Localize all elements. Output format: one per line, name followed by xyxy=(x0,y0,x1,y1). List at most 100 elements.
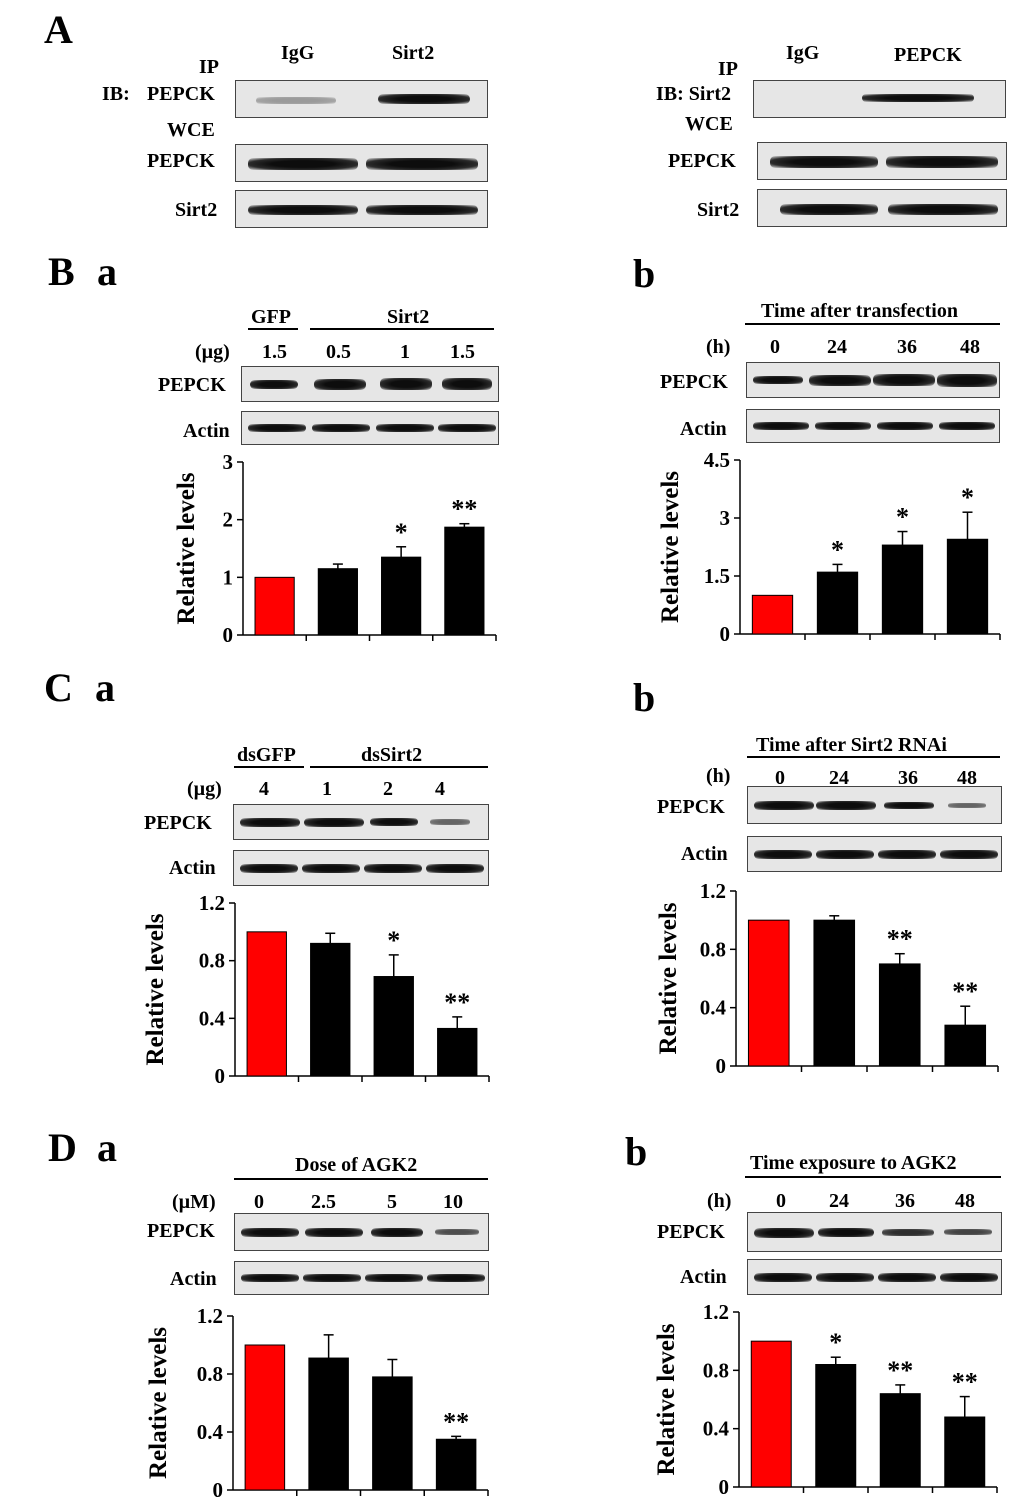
da-actin-blot xyxy=(234,1261,489,1295)
bar xyxy=(308,1357,349,1491)
y-tick-label: 2 xyxy=(223,508,234,532)
db-header: Time exposure to AGK2 xyxy=(750,1152,957,1174)
blot-band xyxy=(754,801,814,810)
panel-D-letter: D xyxy=(48,1125,77,1170)
y-tick-label: 0.8 xyxy=(199,949,225,973)
significance-label: ** xyxy=(887,1356,913,1385)
bb-header: Time after transfection xyxy=(761,300,958,322)
y-tick-label: 0.8 xyxy=(197,1362,223,1386)
y-tick-label: 1.2 xyxy=(703,1300,729,1324)
significance-label: * xyxy=(829,1328,842,1357)
db-lane: 48 xyxy=(955,1190,975,1212)
cb-pepck-blot xyxy=(747,786,1002,824)
a-right-ip-blot xyxy=(753,80,1006,118)
da-header-line xyxy=(234,1178,488,1180)
blot-band xyxy=(754,1228,814,1238)
significance-label: ** xyxy=(952,977,978,1006)
panel-Ca-sub: a xyxy=(95,665,115,710)
bar xyxy=(373,976,414,1077)
bb-row-pepck: PEPCK xyxy=(660,371,728,393)
significance-label: * xyxy=(896,503,909,532)
ba-unit: (µg) xyxy=(195,341,230,363)
bar xyxy=(244,1344,286,1491)
ca-actin-blot xyxy=(233,850,489,886)
y-axis-label: Relative levels xyxy=(653,1323,680,1475)
a-left-ib-target: PEPCK xyxy=(147,83,215,105)
cb-actin-blot xyxy=(747,836,1002,872)
blot-band xyxy=(241,1274,299,1282)
bb-unit: (h) xyxy=(706,336,731,358)
da-lane: 5 xyxy=(387,1191,397,1213)
da-lane: 0 xyxy=(254,1191,264,1213)
ca-unit: (µg) xyxy=(187,778,222,800)
bar xyxy=(944,1416,986,1488)
cb-unit: (h) xyxy=(706,765,731,787)
significance-label: * xyxy=(395,518,408,547)
a-right-row-sirt2: Sirt2 xyxy=(697,199,740,221)
bar xyxy=(751,594,794,635)
blot-band xyxy=(770,156,878,168)
y-axis-label: Relative levels xyxy=(657,471,684,623)
y-tick-label: 0.4 xyxy=(197,1420,224,1444)
significance-label: * xyxy=(831,535,844,564)
y-tick-label: 3 xyxy=(223,450,234,474)
significance-label: * xyxy=(961,483,974,512)
blot-band xyxy=(365,1274,423,1282)
a-right-wce-pepck-blot xyxy=(757,142,1007,180)
cb-row-pepck: PEPCK xyxy=(657,796,725,818)
blot-band xyxy=(438,424,496,432)
cb-lane: 36 xyxy=(898,767,918,789)
blot-band xyxy=(862,94,974,102)
ca-group-dsgfp: dsGFP xyxy=(237,744,296,766)
cb-lane: 48 xyxy=(957,767,977,789)
bb-lane: 36 xyxy=(897,336,917,358)
panel-B-letter: B xyxy=(48,249,75,294)
bb-row-actin: Actin xyxy=(680,418,727,440)
blot-band xyxy=(780,204,878,215)
y-axis-label: Relative levels xyxy=(655,902,682,1054)
blot-band xyxy=(884,802,934,809)
y-tick-label: 0 xyxy=(213,1478,224,1502)
a-left-ip-blot xyxy=(235,80,488,118)
blot-band xyxy=(378,94,470,104)
a-left-wce-sirt2-blot xyxy=(235,190,488,228)
blot-band xyxy=(364,864,422,873)
blot-band xyxy=(948,803,986,808)
a-left-lane-igg: IgG xyxy=(281,42,315,64)
bb-header-line xyxy=(745,323,1000,325)
blot-band xyxy=(314,379,366,390)
blot-band xyxy=(816,801,876,810)
blot-band xyxy=(886,156,998,168)
blot-band xyxy=(366,205,478,215)
blot-band xyxy=(878,1273,936,1282)
blot-band xyxy=(878,850,936,859)
y-tick-label: 0 xyxy=(719,1475,730,1499)
blot-band xyxy=(248,205,358,215)
cb-row-actin: Actin xyxy=(681,843,728,865)
ca-group-line xyxy=(234,766,304,768)
y-axis-label: Relative levels xyxy=(142,913,169,1065)
y-tick-label: 0.4 xyxy=(703,1417,730,1441)
blot-band xyxy=(256,97,336,104)
y-tick-label: 0.8 xyxy=(703,1358,729,1382)
ca-group-dssirt2: dsSirt2 xyxy=(361,744,423,766)
y-tick-label: 0.4 xyxy=(700,996,727,1020)
a-left-ip-label: IP xyxy=(199,56,219,78)
a-left-row-sirt2: Sirt2 xyxy=(175,199,218,221)
db-pepck-blot xyxy=(747,1212,1002,1252)
bb-lane: 48 xyxy=(960,336,980,358)
bar xyxy=(878,963,921,1067)
blot-band xyxy=(240,818,300,827)
blot-band xyxy=(370,818,418,826)
y-tick-label: 3 xyxy=(720,506,731,530)
a-right-lane-igg: IgG xyxy=(786,42,820,64)
a-right-wce-sirt2-blot xyxy=(757,189,1007,227)
blot-band xyxy=(304,818,364,827)
a-left-ib-label: IB: xyxy=(102,83,130,105)
db-header-line xyxy=(745,1176,1001,1178)
a-left-row-pepck: PEPCK xyxy=(147,150,215,172)
db-row-actin: Actin xyxy=(680,1266,727,1288)
bar xyxy=(372,1376,413,1491)
y-tick-label: 0 xyxy=(215,1064,226,1088)
blot-band xyxy=(241,1228,299,1237)
